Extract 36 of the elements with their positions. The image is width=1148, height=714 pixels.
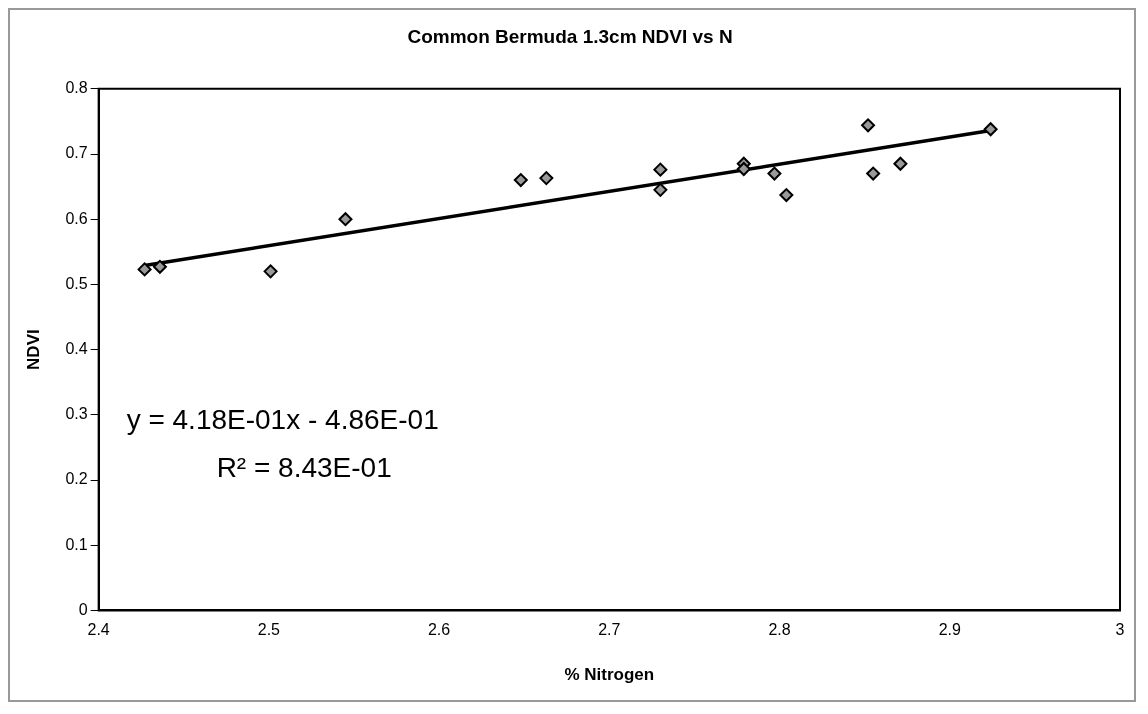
x-tick-label: 3	[1115, 621, 1125, 639]
y-tick-label: 0.6	[65, 209, 88, 227]
point	[779, 188, 794, 203]
point	[983, 122, 998, 137]
y-tick-label: 0.7	[65, 144, 88, 162]
point	[338, 212, 353, 227]
y-tick-label: 0	[78, 600, 88, 618]
annotation: y = 4.18E-01x - 4.86E-01	[126, 403, 439, 435]
x-tick-label: 2.6	[427, 621, 451, 639]
y-tick-label: 0.2	[65, 470, 88, 488]
point	[861, 118, 876, 133]
point	[263, 264, 278, 279]
point	[539, 171, 554, 186]
point	[653, 182, 668, 197]
point	[653, 162, 668, 177]
point	[866, 166, 881, 181]
x-tick-label: 2.8	[768, 621, 791, 639]
y-tick-label: 0.1	[65, 535, 88, 553]
x-tick-label: 2.9	[938, 621, 961, 639]
point	[513, 173, 528, 188]
point	[152, 259, 167, 274]
annotation: R² = 8.43E-01	[216, 451, 392, 483]
point	[736, 162, 751, 176]
x-tick-label: 2.4	[87, 621, 110, 639]
x-tick-label: 2.5	[257, 621, 281, 639]
y-tick-label: 0.3	[65, 405, 88, 423]
y-tick-label: 0.8	[65, 79, 88, 97]
point	[137, 262, 152, 277]
chart-title: Common Bermuda 1.3cm NDVI vs N	[407, 25, 733, 47]
point	[893, 156, 908, 171]
y-tick-label: 0.5	[65, 274, 88, 292]
y-axis-title: NDVI	[23, 329, 43, 370]
x-tick-label: 2.7	[598, 621, 621, 639]
point	[767, 166, 782, 181]
x-axis-title: % Nitrogen	[564, 665, 655, 685]
y-tick-label: 0.4	[65, 340, 88, 358]
